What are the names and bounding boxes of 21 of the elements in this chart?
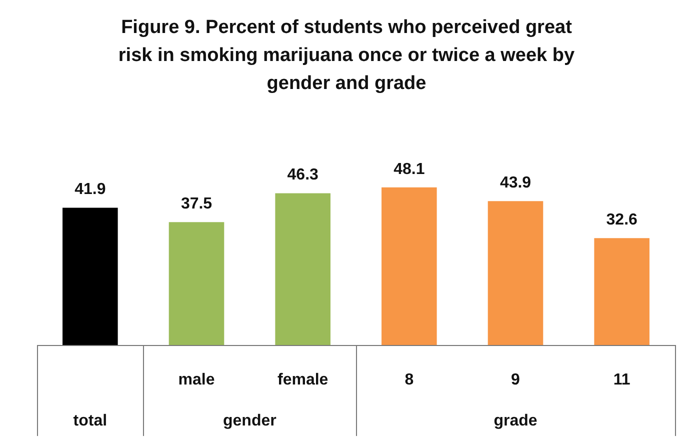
bar	[275, 193, 330, 345]
data-label: 43.9	[500, 174, 532, 192]
data-label: 41.9	[74, 181, 106, 198]
text: gender	[222, 412, 276, 430]
bar	[594, 238, 650, 345]
data-label: 32.6	[606, 212, 638, 229]
x-tick-label: 8	[404, 371, 414, 388]
chart-title: Figure 9. Percent of students who perceived great risk in smoking marijuana once or twice a week by gender and grade	[117, 16, 576, 96]
x-tick-label: female	[277, 371, 328, 388]
text: grade	[494, 412, 538, 430]
bar	[62, 208, 118, 345]
text: total	[73, 412, 108, 430]
data-label: 48.1	[394, 160, 425, 178]
bar	[382, 187, 437, 345]
x-tick-label: 11	[613, 371, 630, 388]
x-tick-label: male	[178, 371, 215, 388]
bar	[488, 201, 544, 345]
bar	[168, 222, 224, 345]
data-label: 46.3	[287, 166, 319, 184]
x-tick-label: 9	[511, 371, 520, 388]
data-label: 37.5	[180, 196, 212, 213]
